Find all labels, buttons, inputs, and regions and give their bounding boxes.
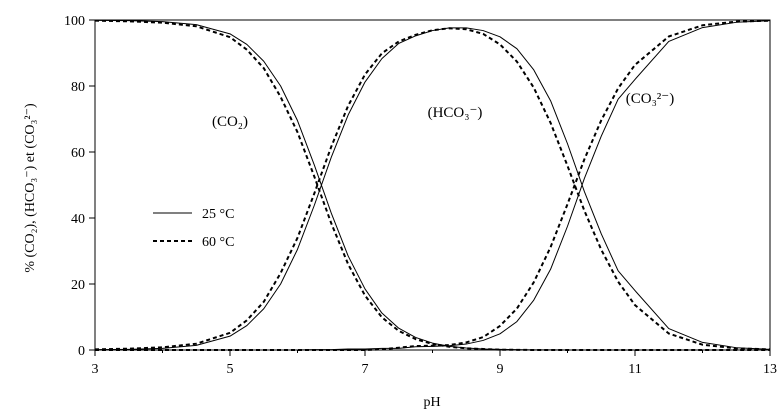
series-line-25c-co2 [94, 19, 770, 351]
y-tick-label: 20 [71, 278, 85, 293]
legend-label-25c: 25 °C [202, 207, 234, 222]
region-label-hco3: (HCO₃⁻) [428, 105, 483, 121]
x-tick-label: 3 [92, 362, 99, 377]
series-line-60c-co2 [94, 19, 770, 351]
y-tick-label: 40 [71, 212, 85, 227]
legend: 25 °C 60 °C [153, 207, 234, 250]
series-line-60c-hco3 [94, 27, 771, 351]
y-tick-label: 100 [64, 14, 85, 29]
x-axis: 3 5 7 9 11 13 [92, 350, 777, 377]
series-line-25c-hco3 [94, 27, 771, 351]
series-line-60c-co3 [95, 19, 771, 351]
region-label-co2: (CO₂) [212, 114, 248, 130]
x-tick-label: 9 [497, 362, 504, 377]
y-axis-title: % (CO₂), (HCO₃⁻) et (CO₃²⁻) [23, 103, 38, 273]
plot-area [94, 19, 771, 351]
region-label-co3: (CO₃²⁻) [626, 91, 674, 107]
x-tick-label: 5 [227, 362, 234, 377]
series-layer [94, 19, 771, 351]
x-tick-label: 7 [362, 362, 369, 377]
x-tick-label: 13 [763, 362, 777, 377]
series-line-25c-co3 [95, 20, 771, 351]
legend-label-60c: 60 °C [202, 235, 234, 250]
y-axis: 0 20 40 60 80 100 [64, 14, 95, 359]
x-axis-title: pH [423, 395, 440, 410]
y-tick-label: 80 [71, 80, 85, 95]
plot-border [94, 19, 771, 351]
y-tick-label: 60 [71, 146, 85, 161]
x-tick-label: 11 [628, 362, 641, 377]
y-tick-label: 0 [78, 344, 85, 359]
